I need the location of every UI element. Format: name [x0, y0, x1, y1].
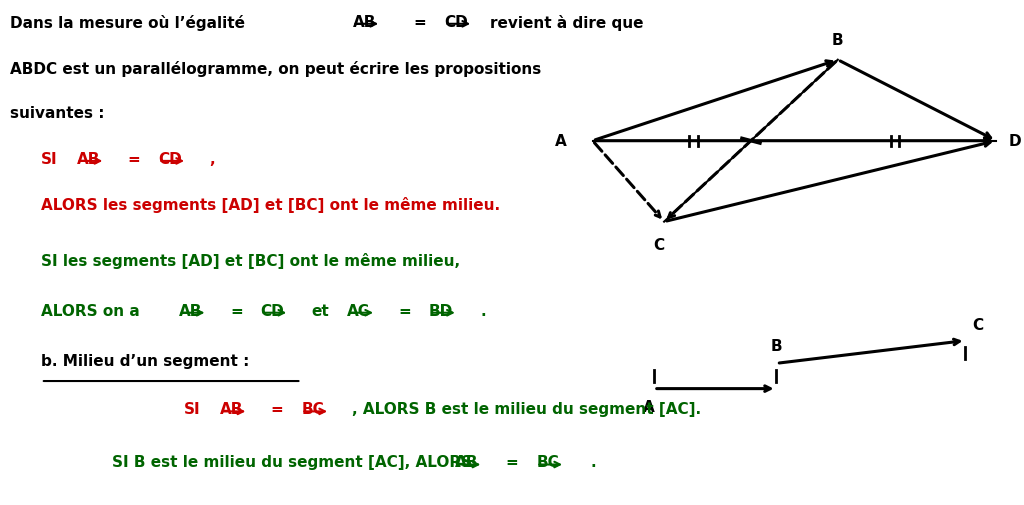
Text: =: =: [229, 303, 243, 318]
Text: B: B: [831, 33, 844, 48]
Text: CD: CD: [444, 15, 468, 30]
Text: AC: AC: [347, 303, 371, 318]
Text: AB: AB: [220, 401, 243, 417]
Text: suivantes :: suivantes :: [10, 106, 104, 121]
Text: =: =: [414, 15, 427, 30]
Text: =: =: [506, 454, 518, 470]
Text: SI: SI: [41, 152, 57, 167]
Text: SI B est le milieu du segment [AC], ALORS: SI B est le milieu du segment [AC], ALOR…: [113, 454, 472, 470]
Text: ABDC est un parallélogramme, on peut écrire les propositions: ABDC est un parallélogramme, on peut écr…: [10, 61, 542, 77]
Text: A: A: [555, 134, 567, 149]
Text: =: =: [270, 401, 284, 417]
Text: AB: AB: [352, 15, 376, 30]
Text: BD: BD: [429, 303, 454, 318]
Text: D: D: [1009, 134, 1021, 149]
Text: C: C: [972, 317, 983, 332]
Text: C: C: [653, 237, 665, 252]
Text: .: .: [480, 303, 485, 318]
Text: ALORS on a: ALORS on a: [41, 303, 139, 318]
Text: CD: CD: [260, 303, 285, 318]
Text: AB: AB: [77, 152, 100, 167]
Text: SI les segments [AD] et [BC] ont le même milieu,: SI les segments [AD] et [BC] ont le même…: [41, 252, 460, 269]
Text: A: A: [643, 399, 654, 414]
Text: CD: CD: [159, 152, 182, 167]
Text: AB: AB: [455, 454, 478, 470]
Text: AB: AB: [179, 303, 202, 318]
Text: ,: ,: [210, 152, 215, 167]
Text: revient à dire que: revient à dire que: [490, 15, 644, 31]
Text: b. Milieu d’un segment :: b. Milieu d’un segment :: [41, 354, 249, 369]
Text: SI: SI: [184, 401, 201, 417]
Text: =: =: [128, 152, 140, 167]
Text: BC: BC: [537, 454, 559, 470]
Text: .: .: [591, 454, 596, 470]
Text: Dans la mesure où l’égalité: Dans la mesure où l’égalité: [10, 15, 245, 31]
Text: , ALORS B est le milieu du segment [AC].: , ALORS B est le milieu du segment [AC].: [352, 401, 701, 417]
Text: BC: BC: [301, 401, 325, 417]
Text: ALORS les segments [AD] et [BC] ont le même milieu.: ALORS les segments [AD] et [BC] ont le m…: [41, 197, 500, 213]
Text: et: et: [311, 303, 330, 318]
Text: B: B: [771, 338, 782, 354]
Text: =: =: [398, 303, 412, 318]
